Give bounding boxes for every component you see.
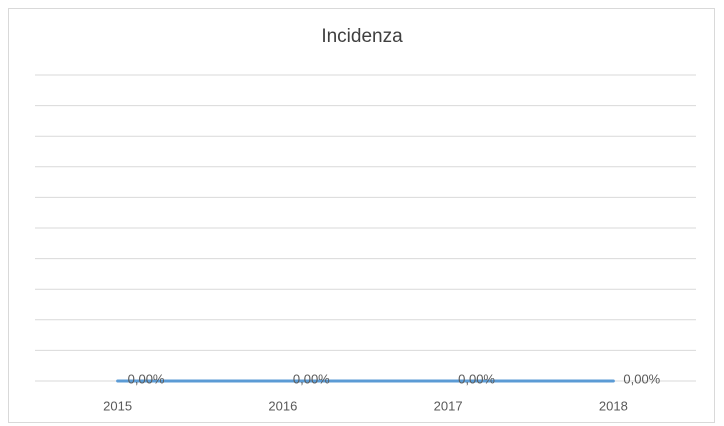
chart-border — [8, 8, 715, 423]
data-label: 0,00% — [293, 371, 330, 386]
x-tick-label: 2018 — [599, 398, 628, 413]
data-label: 0,00% — [458, 371, 495, 386]
data-label: 0,00% — [623, 371, 660, 386]
x-tick-label: 2016 — [268, 398, 297, 413]
data-label: 0,00% — [128, 371, 165, 386]
chart-title: Incidenza — [321, 26, 403, 47]
x-tick-label: 2015 — [103, 398, 132, 413]
x-tick-label: 2017 — [434, 398, 463, 413]
